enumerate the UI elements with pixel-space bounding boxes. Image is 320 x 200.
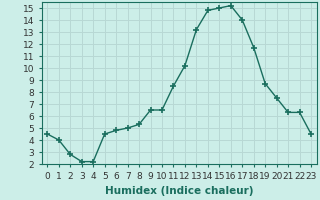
X-axis label: Humidex (Indice chaleur): Humidex (Indice chaleur) xyxy=(105,186,253,196)
